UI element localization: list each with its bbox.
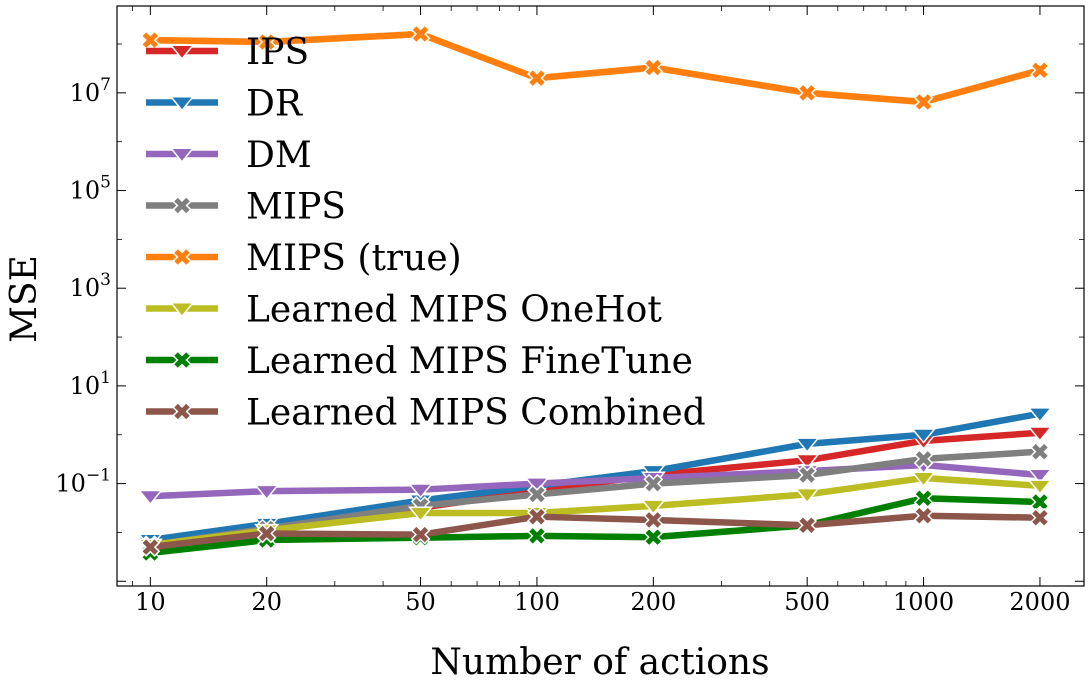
series-line [147, 461, 1044, 500]
legend-marker [172, 401, 192, 422]
legend-item: MIPS [146, 187, 346, 228]
legend-label: IPS [246, 32, 309, 73]
legend-label: MIPS [246, 187, 346, 228]
series-group [140, 24, 1050, 112]
data-point [524, 477, 550, 493]
legend-marker [169, 147, 195, 164]
data-point [256, 523, 277, 544]
legend: IPS DR DM MIPS MIPS (true) Learned MIPS OneHo… [146, 32, 706, 434]
data-point [910, 428, 937, 444]
data-point [913, 488, 934, 509]
x-tick-label: 20 [251, 588, 282, 616]
data-point [410, 524, 431, 545]
legend-label: DR [246, 84, 303, 125]
data-point [797, 465, 818, 485]
data-point [527, 506, 547, 527]
y-tick-label: 105 [70, 173, 111, 205]
data-point [797, 515, 818, 536]
data-point [643, 473, 664, 494]
legend-item: Learned MIPS Combined [146, 393, 706, 434]
data-point [1030, 60, 1050, 81]
data-point [1027, 407, 1053, 423]
legend-label: MIPS (true) [246, 238, 462, 279]
x-tick-label: 50 [405, 588, 436, 616]
x-tick-label: 10 [135, 588, 166, 616]
x-tick-label: 1000 [893, 588, 954, 616]
data-point [913, 92, 934, 112]
data-point [910, 471, 937, 488]
legend-marker [169, 302, 195, 318]
legend-item: DR [146, 84, 303, 125]
plot-frame [116, 5, 1085, 587]
series-line [147, 30, 1044, 106]
data-point [410, 24, 431, 44]
x-tick-label: 500 [784, 588, 830, 616]
data-point [1027, 479, 1053, 495]
data-point [913, 505, 934, 526]
data-point [1027, 468, 1053, 485]
y-axis-title: MSE [4, 255, 45, 343]
data-point [140, 30, 161, 50]
x-tick-label: 200 [630, 588, 676, 616]
legend-marker [172, 350, 192, 370]
data-point [643, 510, 664, 530]
data-point [140, 537, 161, 557]
data-point [527, 526, 547, 546]
data-point [640, 499, 666, 515]
x-tick-label: 100 [514, 588, 560, 616]
confidence-bands [150, 30, 1040, 106]
data-point [137, 489, 163, 506]
data-point [254, 484, 280, 501]
data-point [797, 82, 818, 103]
data-point [527, 484, 547, 505]
x-axis-title: Number of actions [430, 642, 769, 683]
y-tick-label: 10−1 [55, 466, 111, 498]
series-line [147, 512, 1044, 551]
data-point [794, 453, 820, 470]
series-line [147, 474, 1044, 549]
legend-item: DM [146, 135, 312, 176]
data-point [1030, 441, 1050, 462]
data-point [407, 483, 434, 499]
data-point [256, 32, 277, 52]
legend-label: Learned MIPS OneHot [246, 290, 662, 331]
series-lines [137, 24, 1053, 563]
legend-marker [172, 247, 192, 267]
data-point [913, 449, 934, 469]
series-group [140, 505, 1050, 557]
legend-item: Learned MIPS FineTune [146, 341, 693, 382]
data-point [794, 487, 820, 504]
data-point [407, 506, 434, 523]
axis-ticks: 10 20 50 100 200 500 1000 2000 10−1 101 103 105 107 [55, 6, 1084, 616]
legend-item: MIPS (true) [146, 238, 462, 279]
y-tick-label: 107 [70, 75, 111, 107]
data-point [1030, 492, 1050, 512]
data-point [1030, 507, 1050, 528]
x-tick-label: 2000 [1009, 588, 1070, 616]
legend-item: Learned MIPS OneHot [146, 290, 662, 331]
series-line [147, 495, 1044, 557]
legend-item: IPS [146, 32, 309, 73]
y-tick-label: 101 [70, 368, 111, 400]
legend-label: DM [246, 135, 312, 176]
series-band [150, 30, 1040, 106]
legend-label: Learned MIPS FineTune [246, 341, 693, 382]
legend-label: Learned MIPS Combined [246, 393, 706, 434]
legend-marker [169, 96, 195, 112]
data-point [1027, 426, 1053, 442]
y-tick-label: 103 [70, 270, 111, 302]
data-point [527, 68, 547, 89]
legend-marker [172, 195, 192, 216]
data-point [643, 57, 664, 78]
data-point [643, 527, 664, 548]
legend-marker [169, 44, 195, 61]
data-point [794, 437, 820, 453]
